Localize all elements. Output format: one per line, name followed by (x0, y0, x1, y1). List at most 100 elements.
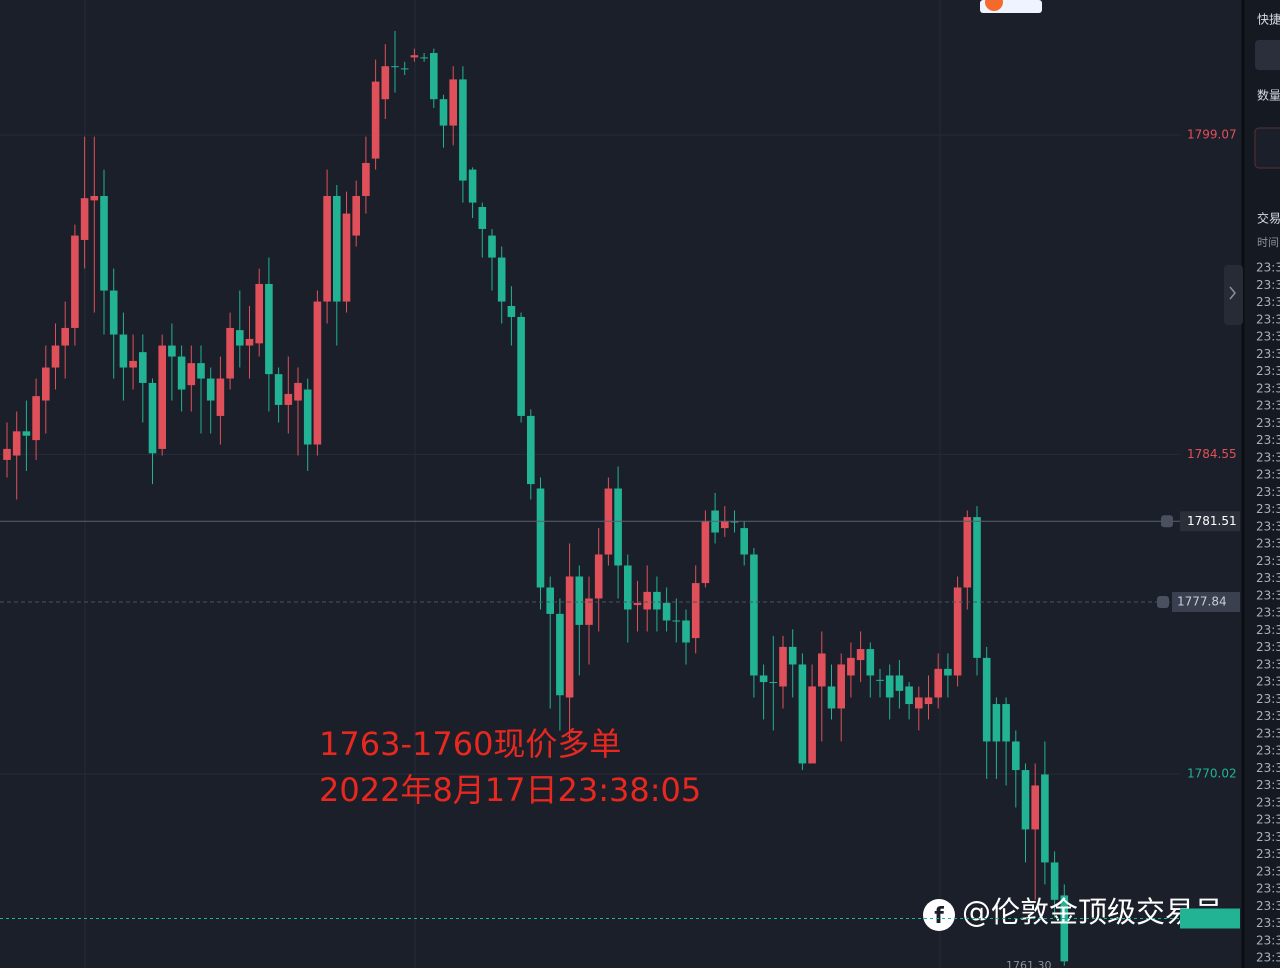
watermark-icon-letter: f (934, 904, 944, 929)
candle-body (992, 704, 1001, 742)
candle-body (71, 235, 79, 328)
candle-body (876, 679, 884, 681)
candle-body (769, 682, 778, 684)
trade-time: 23:3 (1256, 381, 1280, 395)
candle-body (391, 66, 399, 68)
candle-body (847, 657, 855, 676)
candle-body (944, 668, 952, 676)
trade-time: 23:3 (1256, 778, 1280, 792)
y-tick-label: 1770.02 (1187, 767, 1237, 781)
candle-body (410, 55, 419, 58)
trade-time: 23:3 (1256, 623, 1280, 637)
candle-body (420, 57, 428, 59)
candle-body (12, 431, 21, 456)
candle-body (682, 620, 690, 643)
candle-body (1012, 741, 1020, 771)
trade-time: 23:3 (1256, 399, 1280, 413)
trade-time: 23:3 (1256, 330, 1280, 344)
candle-body (303, 389, 312, 445)
chart-bg (0, 0, 1243, 968)
candle-body (459, 79, 467, 181)
candle-body (885, 675, 894, 698)
candle-body (866, 649, 875, 676)
trade-time: 23:3 (1256, 709, 1280, 723)
trade-time: 23:3 (1256, 847, 1280, 861)
trade-time: 23:3 (1256, 278, 1280, 292)
candle-body (284, 393, 293, 405)
annotation: 1763-1760现价多单 (319, 725, 621, 763)
candle-body (798, 664, 807, 764)
candle-body (381, 66, 390, 100)
panel-label: 快捷 (1257, 13, 1280, 27)
candle-body (788, 646, 797, 665)
candle-body (1021, 770, 1030, 830)
candle-body (449, 79, 457, 126)
candle-body (982, 657, 991, 742)
candle-body (614, 488, 622, 566)
candle-body (148, 382, 157, 454)
candle-body (245, 338, 254, 346)
candle-body (158, 345, 166, 449)
candle-body (779, 646, 787, 687)
candle-body (206, 378, 215, 401)
candle-body (895, 675, 904, 691)
candle-body (934, 668, 942, 698)
candle-body (197, 363, 205, 379)
trade-time: 23:3 (1256, 830, 1280, 844)
candle-body (3, 448, 11, 460)
candle-body (352, 195, 360, 236)
candle-body (22, 431, 31, 436)
candle-body (342, 213, 351, 302)
price-tag (1180, 511, 1240, 532)
candle-body (255, 283, 263, 344)
candle-body (1050, 862, 1059, 900)
candle-body (139, 352, 147, 383)
trade-time: 23:3 (1256, 657, 1280, 671)
candle-body (517, 316, 525, 416)
trade-time: 23:3 (1256, 450, 1280, 464)
trade-time: 23:3 (1256, 261, 1280, 275)
trade-time: 23:3 (1256, 554, 1280, 568)
alert-price-label: 1777.84 (1177, 595, 1227, 609)
y-tick-label: 1799.07 (1187, 128, 1237, 142)
candle-body (294, 382, 302, 401)
quick-box[interactable] (1255, 40, 1280, 70)
trade-time: 23:3 (1256, 502, 1280, 516)
candle-body (362, 162, 370, 196)
candle-body (536, 488, 545, 588)
trade-time: 23:3 (1256, 537, 1280, 551)
qty-box[interactable] (1254, 127, 1280, 169)
candle-body (701, 521, 710, 584)
y-tick-label: 1784.55 (1187, 447, 1237, 461)
candle-body (488, 235, 496, 258)
candle-body (468, 169, 477, 203)
candle-body (750, 554, 758, 676)
candle-body (837, 664, 845, 709)
trade-time: 23:3 (1256, 864, 1280, 878)
trade-time: 23:3 (1256, 519, 1280, 533)
candle-body (100, 195, 108, 291)
candle-body (1041, 774, 1049, 863)
trade-time: 23:3 (1256, 813, 1280, 827)
trade-time: 23:3 (1256, 744, 1280, 758)
trade-time: 23:3 (1256, 485, 1280, 499)
bell-icon[interactable] (1161, 515, 1173, 528)
candle-body (546, 587, 554, 614)
candle-body (827, 686, 836, 709)
candle-body (740, 528, 748, 555)
bell-icon[interactable] (1157, 596, 1169, 609)
top-badge-icon (985, 0, 1003, 11)
trade-time: 23:3 (1256, 606, 1280, 620)
trade-time: 23:3 (1256, 675, 1280, 689)
candle-body (497, 257, 506, 302)
collapse-icon (1229, 286, 1236, 300)
candle-body (633, 602, 642, 606)
candle-body (527, 415, 535, 485)
candle-body (1031, 785, 1039, 830)
trade-time: 23:3 (1256, 951, 1280, 965)
panel-label: 交易 (1257, 211, 1280, 226)
candle-body (915, 697, 923, 709)
candle-body (216, 378, 225, 416)
candle-body (565, 576, 574, 698)
